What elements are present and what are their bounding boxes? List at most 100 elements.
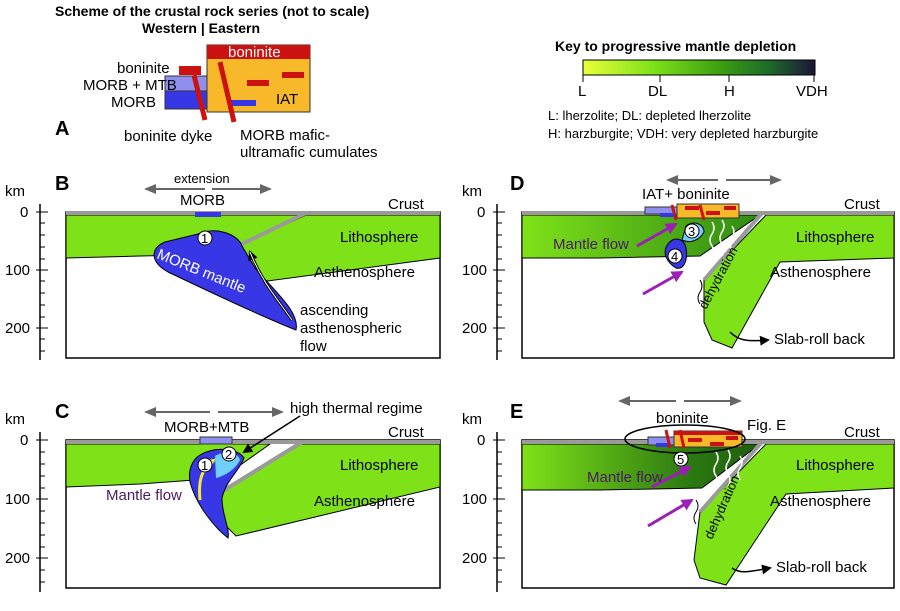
key-title: Key to progressive mantle depletion [555, 38, 796, 54]
label-ascending-1: ascending [300, 302, 368, 319]
svg-text:0: 0 [20, 204, 28, 221]
boninite-dyke-west [191, 74, 208, 121]
svg-text:200: 200 [5, 550, 30, 567]
label-iat-boninite: IAT+ boninite [642, 186, 730, 203]
label-lithosphere-c: Lithosphere [340, 457, 418, 474]
svg-text:3: 3 [688, 224, 695, 239]
panel-c-morb-mtb-crust [199, 436, 233, 445]
panel-b-letter: B [55, 173, 69, 195]
label-asthenosphere-e: Asthenosphere [770, 493, 871, 510]
panel-b-crust [66, 211, 440, 215]
svg-text:km: km [5, 411, 25, 428]
marker-3-d [684, 223, 700, 239]
label-slab-rollback-e: Slab-roll back [776, 559, 867, 576]
panel-d: D km 0 100 200 [462, 173, 895, 360]
mantle-flow-arrow-e-2 [647, 498, 694, 528]
depletion-key: Key to progressive mantle depletion L DL… [548, 38, 828, 141]
label-cumulates-1: MORB mafic- [240, 127, 330, 144]
label-morb-mtb: MORB + MTB [83, 77, 177, 94]
label-crust-e: Crust [844, 424, 881, 441]
panel-c-crust [66, 440, 440, 444]
slab-rollback-arrow-e [731, 564, 772, 575]
panel-d-letter: D [510, 173, 524, 195]
svg-text:km: km [462, 411, 482, 428]
svg-text:4: 4 [671, 249, 678, 264]
label-iat: IAT [276, 91, 298, 108]
panel-a-subtitle: Western | Eastern [142, 20, 260, 36]
svg-text:km: km [5, 183, 25, 200]
svg-text:100: 100 [5, 491, 30, 508]
svg-text:200: 200 [462, 550, 487, 567]
label-mantle-flow-d: Mantle flow [553, 236, 629, 253]
label-slab-rollback-d: Slab-roll back [774, 331, 865, 348]
svg-text:100: 100 [5, 262, 30, 279]
panel-c-depth-axis: km 0 100 200 [5, 411, 48, 592]
label-asthenosphere-b: Asthenosphere [314, 264, 415, 281]
label-mantle-flow-c: Mantle flow [106, 487, 182, 504]
key-tick-dl: DL [648, 83, 667, 100]
morb-cumulate-lens [228, 100, 256, 106]
key-tick-vdh: VDH [796, 83, 828, 100]
label-asthenosphere-c: Asthenosphere [314, 493, 415, 510]
svg-text:0: 0 [477, 204, 485, 221]
label-cumulates-2: ultramafic cumulates [240, 144, 378, 161]
marker-5-e [673, 451, 689, 467]
label-boninite-west: boninite [117, 60, 170, 77]
marker-4-d [667, 248, 683, 264]
label-asthenosphere-d: Asthenosphere [770, 264, 871, 281]
svg-text:2: 2 [225, 447, 232, 462]
panel-c: C km 0 100 200 1 2 [5, 400, 441, 592]
label-crust-b: Crust [388, 196, 425, 213]
key-tick-h: H [724, 83, 735, 100]
mantle-flow-arrow-d-1 [636, 222, 678, 248]
label-morb: MORB [111, 94, 156, 111]
key-tick-l: L [578, 83, 586, 100]
panel-e-depth-axis: km 0 100 200 [462, 411, 505, 592]
panel-c-letter: C [55, 401, 69, 423]
marker-1-b [197, 230, 213, 246]
panel-e: E km 0 100 200 [462, 396, 895, 592]
label-extension: extension [174, 171, 230, 186]
panel-b-depth-axis: km 0 100 200 [5, 183, 48, 360]
panel-a: Scheme of the crustal rock series (not t… [55, 3, 378, 161]
morb-mantle-plume [153, 230, 297, 331]
key-legend-2: H: harzburgite; VDH: very depleted harzb… [548, 126, 818, 141]
svg-text:1: 1 [201, 458, 208, 473]
panel-b-morb-crust [195, 212, 221, 217]
panel-d-slab [703, 214, 895, 349]
panel-e-letter: E [510, 401, 523, 423]
label-lithosphere-d: Lithosphere [796, 229, 874, 246]
svg-text:0: 0 [20, 432, 28, 449]
label-fig-e: Fig. E [747, 417, 786, 434]
label-boninite-e: boninite [656, 410, 709, 427]
boninite-sill-2 [282, 72, 304, 78]
label-crust-c: Crust [388, 424, 425, 441]
label-ascending-2: asthenospheric [300, 320, 402, 337]
label-ascending-3: flow [300, 338, 327, 355]
label-lithosphere-b: Lithosphere [340, 229, 418, 246]
boninite-cap-west [179, 66, 201, 75]
label-lithosphere-e: Lithosphere [796, 457, 874, 474]
svg-text:km: km [462, 183, 482, 200]
label-mantle-flow-e: Mantle flow [587, 469, 663, 486]
svg-text:5: 5 [677, 452, 684, 467]
slab-rollback-arrow-d [729, 331, 770, 346]
panel-b: B km 0 100 200 1 MORB mantle [5, 171, 441, 360]
boninite-dyke-east [217, 61, 237, 123]
panel-a-letter: A [55, 118, 69, 140]
high-thermal-pointer [242, 415, 301, 454]
label-crust-d: Crust [844, 196, 881, 213]
key-gradient-bar [582, 59, 816, 76]
label-boninite-dyke: boninite dyke [124, 128, 212, 145]
boninite-cap-east [207, 45, 310, 59]
svg-text:100: 100 [462, 491, 487, 508]
label-morb-mtb-c: MORB+MTB [164, 419, 249, 436]
mantle-flow-arrow-e-1 [651, 465, 692, 489]
marker-2-c [221, 446, 237, 462]
svg-text:100: 100 [462, 262, 487, 279]
svg-text:200: 200 [462, 320, 487, 337]
boninite-sill-1 [247, 80, 269, 86]
label-boninite-east: boninite [228, 44, 281, 61]
svg-text:1: 1 [201, 231, 208, 246]
